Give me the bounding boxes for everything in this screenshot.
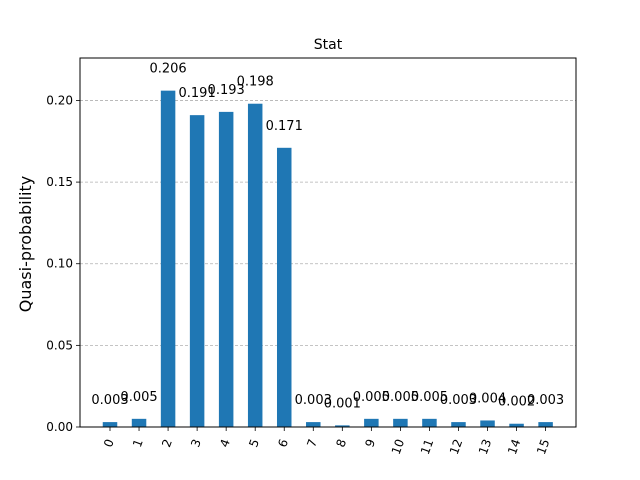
x-tick-label: 5 (246, 437, 262, 449)
bar-value-label: 0.002 (498, 395, 535, 410)
x-tick-label: 9 (362, 437, 378, 449)
x-tick-label: 1 (130, 437, 146, 449)
y-tick-label: 0.10 (46, 257, 73, 271)
value-labels: 0.0030.0050.2060.1910.1930.1980.1710.003… (91, 62, 564, 412)
y-tick-label: 0.20 (46, 93, 73, 107)
bar-14 (509, 423, 524, 427)
bar-value-label: 0.191 (179, 86, 216, 101)
bar-7 (306, 422, 321, 427)
x-tick-label: 2 (159, 437, 175, 449)
bar-1 (131, 418, 147, 427)
x-tick-label: 14 (505, 437, 523, 456)
bar-value-label: 0.001 (324, 396, 361, 411)
x-tick-label: 8 (333, 437, 349, 449)
bars (102, 90, 553, 428)
x-tick-label: 4 (217, 437, 233, 449)
x-tick-label: 15 (534, 437, 552, 456)
bar-value-label: 0.171 (266, 119, 303, 134)
y-tick-label: 0.15 (46, 175, 73, 189)
x-tick-label: 12 (447, 437, 465, 456)
x-axis: 0 1 2 3 4 5 6 7 8 9 10 11 12 13 14 15 (101, 427, 552, 456)
bar-value-label: 0.005 (382, 390, 419, 405)
x-tick-label: 6 (275, 437, 291, 449)
bar-value-label: 0.206 (149, 62, 186, 77)
bar-9 (364, 418, 379, 427)
y-tick-label: 0.00 (46, 420, 73, 434)
bar-2 (160, 90, 176, 427)
bar-3 (189, 115, 205, 427)
y-tick-label: 0.05 (46, 338, 73, 352)
bar-value-label: 0.004 (469, 391, 506, 406)
bar-value-label: 0.005 (120, 390, 157, 405)
bar-4 (218, 111, 234, 428)
x-tick-label: 10 (389, 437, 407, 456)
bar-value-label: 0.198 (237, 75, 274, 90)
chart-title: Stat (314, 37, 343, 53)
bar-13 (480, 420, 495, 427)
y-axis: 0.00 0.05 0.10 0.15 0.20 (46, 93, 80, 434)
bar-value-label: 0.003 (527, 393, 564, 408)
bar-5 (247, 103, 263, 428)
x-tick-label: 13 (476, 437, 494, 456)
bar-0 (102, 422, 118, 427)
bar-value-label: 0.003 (295, 393, 332, 408)
plot-frame (79, 57, 577, 428)
bar-10 (393, 418, 408, 427)
y-axis-label: Quasi-probability (16, 176, 35, 312)
bar-value-label: 0.005 (353, 390, 390, 405)
bar-value-label: 0.005 (411, 390, 448, 405)
bar-value-label: 0.193 (208, 83, 245, 98)
bar-11 (422, 418, 437, 427)
bar-8 (335, 425, 350, 427)
bar-15 (538, 422, 553, 427)
x-tick-label: 3 (188, 437, 204, 449)
bar-value-label: 0.003 (91, 393, 128, 408)
bar-6 (276, 147, 292, 427)
bar-value-label: 0.003 (440, 393, 477, 408)
x-tick-label: 7 (304, 437, 320, 449)
x-tick-label: 11 (418, 437, 436, 456)
x-tick-label: 0 (101, 437, 117, 449)
bar-12 (451, 422, 466, 427)
